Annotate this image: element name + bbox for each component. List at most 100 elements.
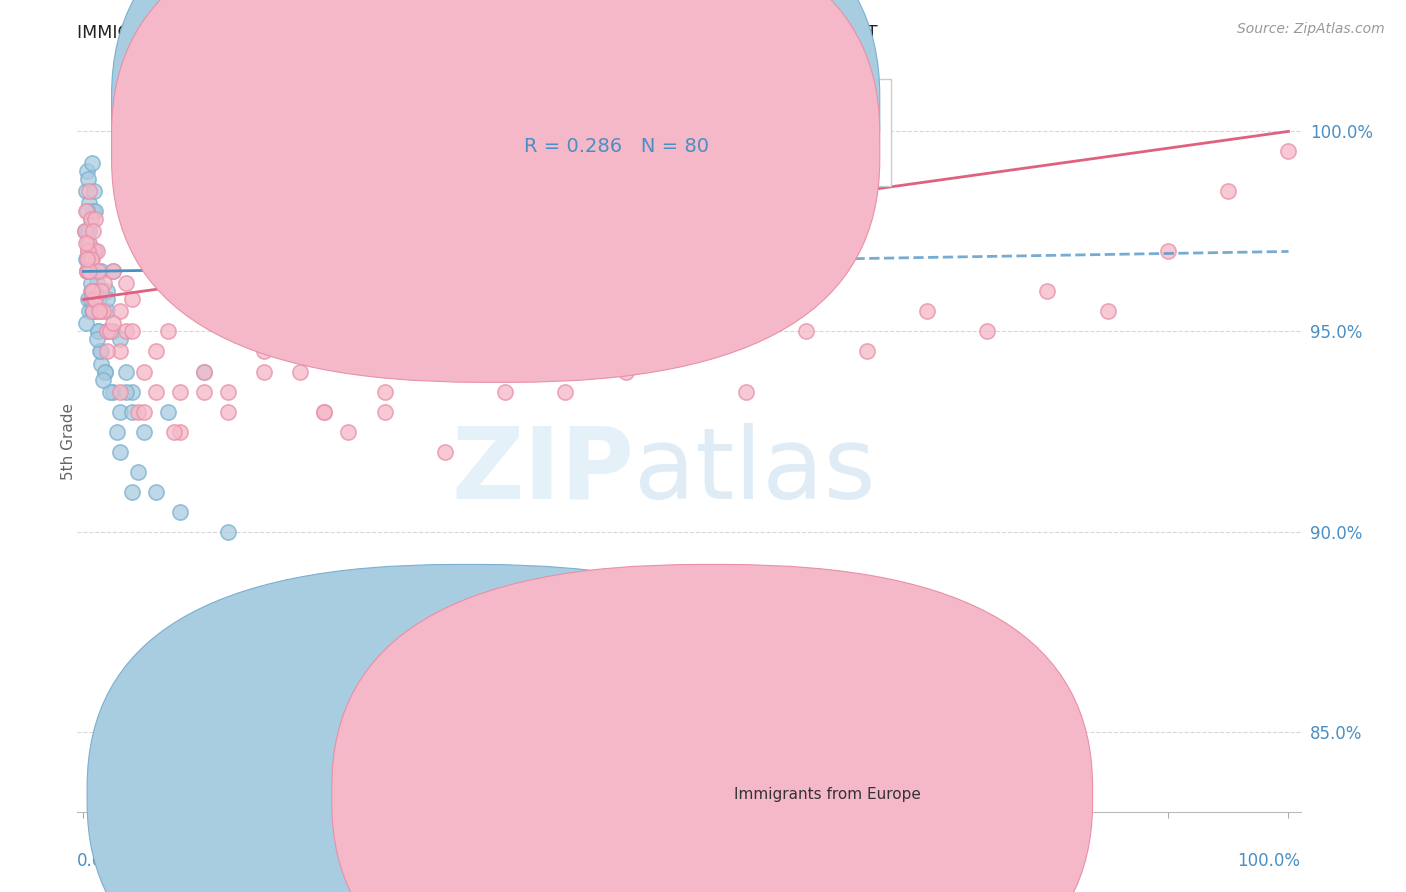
Point [114,277,136,291]
Point [108,344,131,359]
Point [108,333,131,347]
Point [79,196,101,211]
Text: Source: ZipAtlas.com: Source: ZipAtlas.com [1237,22,1385,37]
Point [96,304,118,318]
Point [93,277,115,291]
Point [87,293,110,307]
Point [976,325,998,339]
Point [96,293,118,307]
Point [79,224,101,238]
Point [76,204,98,219]
Point [103,325,125,339]
Point [156,325,179,339]
Point [76,264,98,278]
Text: R = 0.286   N = 80: R = 0.286 N = 80 [524,136,709,155]
Point [75,204,97,219]
Point [169,384,191,399]
Point [494,384,516,399]
Point [75,317,97,331]
Point [193,364,215,378]
Point [87,304,110,318]
Point [121,293,143,307]
Y-axis label: 5th Grade: 5th Grade [62,403,76,480]
Point [98,384,121,399]
Point [87,264,110,278]
Point [121,384,143,399]
Point [114,384,136,399]
Point [374,384,396,399]
Point [132,404,155,418]
Point [75,236,97,251]
Point [90,285,112,299]
Point [217,404,239,418]
Point [253,325,276,339]
Point [132,364,155,378]
Point [76,224,98,238]
Point [79,236,101,251]
Point [77,172,100,186]
Point [75,185,97,199]
Point [253,344,276,359]
Point [76,264,98,278]
Point [145,384,167,399]
Point [855,344,877,359]
Point [121,484,143,499]
Text: IMMIGRANTS FROM LAOS VS IMMIGRANTS FROM EUROPE 5TH GRADE CORRELATION CHART: IMMIGRANTS FROM LAOS VS IMMIGRANTS FROM … [77,24,877,42]
Point [96,344,118,359]
Point [82,264,104,278]
Point [108,444,131,458]
Point [80,156,103,170]
Point [79,212,101,227]
Point [290,364,312,378]
Point [108,384,131,399]
Point [79,252,101,267]
Point [433,444,456,458]
Point [87,325,110,339]
Point [915,304,938,318]
Text: Immigrants from Laos: Immigrants from Laos [489,788,658,802]
Point [84,293,107,307]
Point [103,384,125,399]
Point [77,236,100,251]
Point [84,204,107,219]
Point [217,384,239,399]
Point [75,252,97,267]
Point [86,277,108,291]
Point [735,384,758,399]
Point [79,293,101,307]
Point [84,285,107,299]
Point [145,484,167,499]
Point [82,304,104,318]
Point [94,364,117,378]
Text: atlas: atlas [634,423,876,520]
Text: R = 0.018   N = 74: R = 0.018 N = 74 [524,100,709,119]
Point [433,364,456,378]
Point [77,293,100,307]
Point [121,325,143,339]
Point [163,425,186,439]
Point [82,224,104,238]
Point [156,404,179,418]
Point [1218,185,1240,199]
Point [103,317,125,331]
Point [253,364,276,378]
Text: Immigrants from Europe: Immigrants from Europe [734,788,921,802]
Point [90,264,112,278]
Point [96,325,118,339]
Point [1157,244,1180,259]
Point [1097,304,1119,318]
Point [90,357,112,371]
Point [80,264,103,278]
Point [79,212,101,227]
Point [103,264,125,278]
Text: 0.0%: 0.0% [77,853,120,871]
Point [127,465,149,479]
Point [82,204,104,219]
Point [82,304,104,318]
Point [193,384,215,399]
FancyBboxPatch shape [87,565,848,892]
Point [79,244,101,259]
Point [77,244,100,259]
Point [79,285,101,299]
Point [290,584,312,599]
